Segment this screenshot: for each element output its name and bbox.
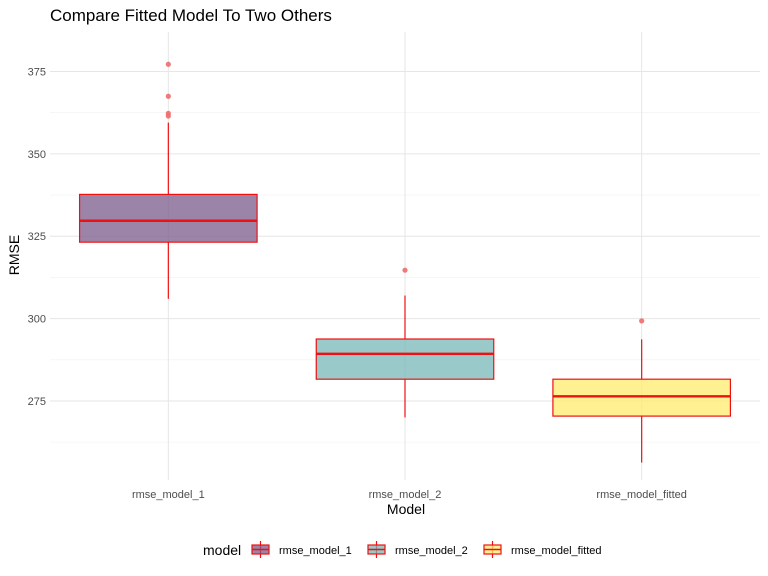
y-tick-label: 375	[28, 67, 46, 79]
x-tick-label: rmse_model_1	[132, 489, 205, 501]
y-tick-label: 350	[28, 149, 46, 161]
iqr-box	[78, 193, 258, 243]
box-rmse_model_2	[315, 267, 495, 418]
iqr-box	[552, 378, 732, 417]
legend-entry-rmse_model_1: rmse_model_1	[251, 541, 352, 558]
outlier-point	[639, 318, 645, 324]
box-rmse_model_1	[78, 61, 258, 299]
x-tick-label: rmse_model_2	[369, 489, 442, 501]
iqr-box	[315, 338, 495, 380]
legend: model rmse_model_1 rmse_model_2 rmse_model…	[203, 541, 602, 558]
legend-label: rmse_model_1	[279, 545, 352, 557]
legend-title: model	[203, 542, 241, 558]
legend-label: rmse_model_fitted	[511, 545, 602, 557]
outlier-point	[402, 267, 408, 273]
x-tick-label: rmse_model_fitted	[596, 489, 687, 501]
x-axis-ticks: rmse_model_1 rmse_model_2 rmse_model_fitte…	[132, 489, 687, 501]
legend-entry-rmse_model_2: rmse_model_2	[367, 541, 468, 558]
box-rmse_model_fitted	[552, 318, 732, 463]
legend-label: rmse_model_2	[395, 545, 468, 557]
legend-entry-rmse_model_fitted: rmse_model_fitted	[483, 541, 602, 558]
outlier-point	[165, 113, 171, 119]
y-tick-label: 300	[28, 314, 46, 326]
outlier-point	[165, 93, 171, 99]
y-tick-label: 325	[28, 231, 46, 243]
x-axis-title: Model	[387, 501, 425, 517]
y-tick-label: 275	[28, 396, 46, 408]
outlier-point	[165, 61, 171, 67]
boxes	[78, 61, 732, 463]
y-axis-ticks: 275 300 325 350 375	[28, 67, 46, 408]
chart-title: Compare Fitted Model To Two Others	[50, 6, 332, 25]
y-axis-title: RMSE	[6, 235, 22, 275]
